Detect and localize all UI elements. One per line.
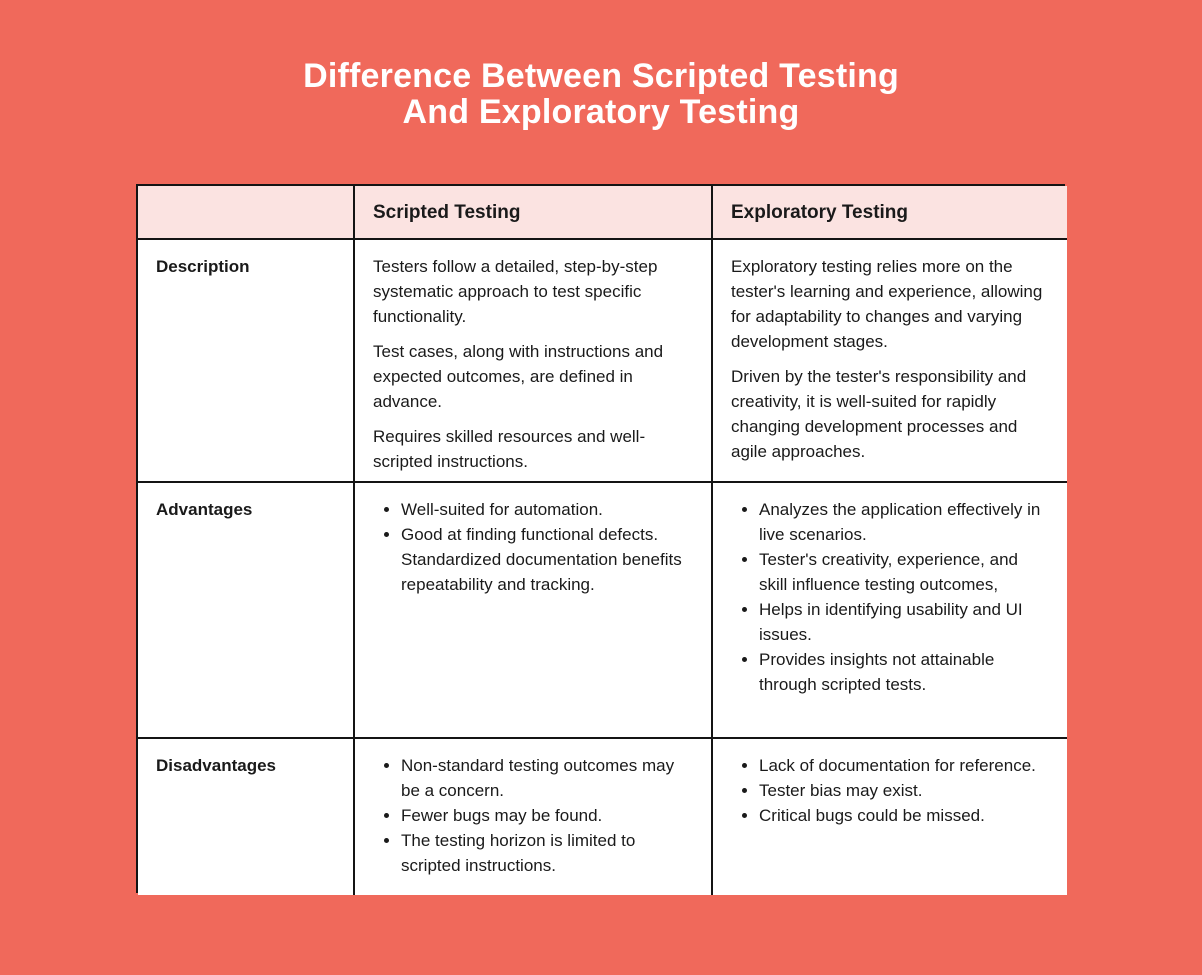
header-corner-cell	[138, 186, 355, 240]
list-item: The testing horizon is limited to script…	[401, 828, 693, 878]
disadvantages-scripted-list: Non-standard testing outcomes may be a c…	[373, 753, 693, 878]
description-exploratory-paragraph: Driven by the tester's responsibility an…	[731, 367, 1027, 461]
advantages-exploratory-cell: Analyzes the application effectively in …	[713, 483, 1067, 739]
list-item: Lack of documentation for reference.	[759, 753, 1049, 778]
description-exploratory-cell: Exploratory testing relies more on the t…	[713, 240, 1067, 483]
list-item: Analyzes the application effectively in …	[759, 497, 1049, 547]
advantages-scripted-cell: Well-suited for automation. Good at find…	[355, 483, 713, 739]
disadvantages-scripted-cell: Non-standard testing outcomes may be a c…	[355, 739, 713, 895]
list-item: Tester's creativity, experience, and ski…	[759, 547, 1049, 597]
list-item: Well-suited for automation.	[401, 497, 693, 522]
row-label-description: Description	[138, 240, 355, 483]
row-label-disadvantages: Disadvantages	[138, 739, 355, 895]
list-item: Provides insights not attainable through…	[759, 647, 1049, 697]
page-title: Difference Between Scripted Testing And …	[0, 58, 1202, 130]
disadvantages-exploratory-list: Lack of documentation for reference. Tes…	[731, 753, 1049, 828]
comparison-table: Scripted Testing Exploratory Testing Des…	[136, 184, 1067, 895]
header-exploratory-testing: Exploratory Testing	[713, 186, 1067, 240]
list-item: Fewer bugs may be found.	[401, 803, 693, 828]
description-exploratory-paragraph: Exploratory testing relies more on the t…	[731, 257, 1043, 351]
header-scripted-label: Scripted Testing	[373, 201, 521, 223]
description-scripted-paragraph: Testers follow a detailed, step-by-step …	[373, 257, 658, 326]
title-line-2: And Exploratory Testing	[402, 93, 800, 131]
description-scripted-paragraph: Test cases, along with instructions and …	[373, 342, 664, 411]
list-item: Tester bias may exist.	[759, 778, 1049, 803]
list-item: Good at finding functional defects. Stan…	[401, 522, 693, 597]
list-item: Helps in identifying usability and UI is…	[759, 597, 1049, 647]
title-line-1: Difference Between Scripted Testing	[303, 57, 899, 95]
list-item: Non-standard testing outcomes may be a c…	[401, 753, 693, 803]
description-scripted-cell: Testers follow a detailed, step-by-step …	[355, 240, 713, 483]
list-item: Critical bugs could be missed.	[759, 803, 1049, 828]
description-scripted-paragraph: Requires skilled resources and well-scri…	[373, 427, 646, 471]
advantages-scripted-list: Well-suited for automation. Good at find…	[373, 497, 693, 597]
header-exploratory-label: Exploratory Testing	[731, 201, 909, 223]
disadvantages-exploratory-cell: Lack of documentation for reference. Tes…	[713, 739, 1067, 895]
advantages-exploratory-list: Analyzes the application effectively in …	[731, 497, 1049, 697]
header-scripted-testing: Scripted Testing	[355, 186, 713, 240]
row-label-advantages: Advantages	[138, 483, 355, 739]
